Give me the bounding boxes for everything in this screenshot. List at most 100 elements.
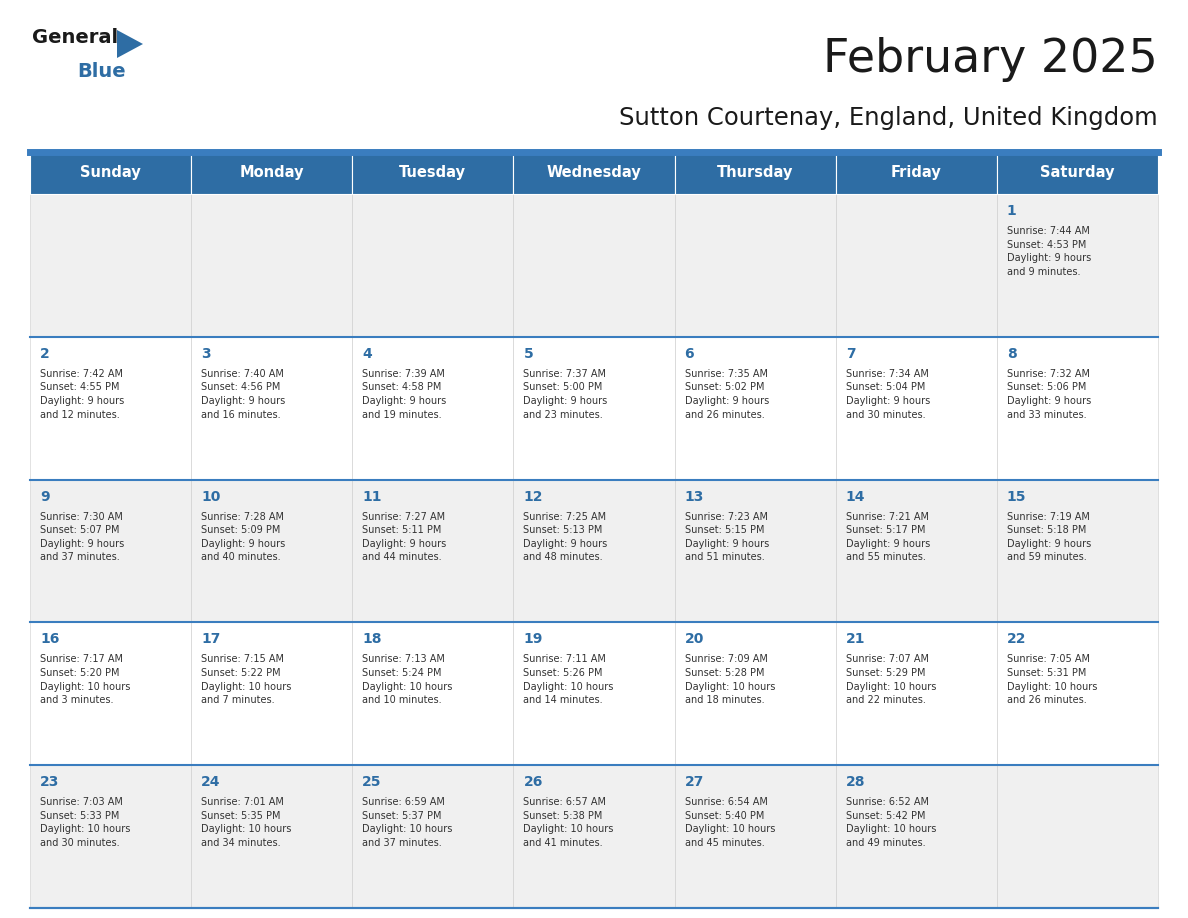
Bar [353,479,513,622]
Text: Sunrise: 7:19 AM
Sunset: 5:18 PM
Daylight: 9 hours
and 59 minutes.: Sunrise: 7:19 AM Sunset: 5:18 PM Dayligh… [1007,511,1091,563]
Text: 18: 18 [362,633,381,646]
Text: 9: 9 [40,489,50,504]
Polygon shape [116,30,143,58]
Text: 8: 8 [1007,347,1017,361]
Bar [191,337,353,479]
Bar [30,337,191,479]
Bar [513,622,675,766]
Text: 14: 14 [846,489,865,504]
Text: Sunrise: 7:09 AM
Sunset: 5:28 PM
Daylight: 10 hours
and 18 minutes.: Sunrise: 7:09 AM Sunset: 5:28 PM Dayligh… [684,655,775,705]
Bar [30,766,191,908]
Text: 4: 4 [362,347,372,361]
Text: 22: 22 [1007,633,1026,646]
Text: Friday: Friday [891,165,942,181]
Text: Saturday: Saturday [1041,165,1114,181]
Bar [30,622,191,766]
Text: Monday: Monday [240,165,304,181]
Text: 17: 17 [201,633,221,646]
Text: 15: 15 [1007,489,1026,504]
Bar [675,152,835,194]
Bar [675,766,835,908]
Text: 28: 28 [846,775,865,789]
Bar [513,479,675,622]
Bar [353,194,513,337]
Text: Sunrise: 7:23 AM
Sunset: 5:15 PM
Daylight: 9 hours
and 51 minutes.: Sunrise: 7:23 AM Sunset: 5:15 PM Dayligh… [684,511,769,563]
Text: 27: 27 [684,775,704,789]
Bar [191,766,353,908]
Text: 7: 7 [846,347,855,361]
Text: Sunrise: 7:07 AM
Sunset: 5:29 PM
Daylight: 10 hours
and 22 minutes.: Sunrise: 7:07 AM Sunset: 5:29 PM Dayligh… [846,655,936,705]
Text: Sunrise: 6:54 AM
Sunset: 5:40 PM
Daylight: 10 hours
and 45 minutes.: Sunrise: 6:54 AM Sunset: 5:40 PM Dayligh… [684,797,775,848]
Bar [353,622,513,766]
Text: Sunrise: 7:40 AM
Sunset: 4:56 PM
Daylight: 9 hours
and 16 minutes.: Sunrise: 7:40 AM Sunset: 4:56 PM Dayligh… [201,369,285,420]
Bar [675,622,835,766]
Text: Sunrise: 7:27 AM
Sunset: 5:11 PM
Daylight: 9 hours
and 44 minutes.: Sunrise: 7:27 AM Sunset: 5:11 PM Dayligh… [362,511,447,563]
Bar [353,766,513,908]
Text: Sunrise: 7:17 AM
Sunset: 5:20 PM
Daylight: 10 hours
and 3 minutes.: Sunrise: 7:17 AM Sunset: 5:20 PM Dayligh… [40,655,131,705]
Text: Sunrise: 6:57 AM
Sunset: 5:38 PM
Daylight: 10 hours
and 41 minutes.: Sunrise: 6:57 AM Sunset: 5:38 PM Dayligh… [524,797,614,848]
Bar [835,766,997,908]
Text: Sunrise: 7:15 AM
Sunset: 5:22 PM
Daylight: 10 hours
and 7 minutes.: Sunrise: 7:15 AM Sunset: 5:22 PM Dayligh… [201,655,291,705]
Bar [30,194,191,337]
Text: 16: 16 [40,633,59,646]
Bar [997,622,1158,766]
Bar [997,766,1158,908]
Bar [997,337,1158,479]
Bar [997,479,1158,622]
Text: 11: 11 [362,489,381,504]
Text: Sunday: Sunday [81,165,141,181]
Text: 10: 10 [201,489,221,504]
Bar [191,622,353,766]
Text: Thursday: Thursday [716,165,794,181]
Text: 20: 20 [684,633,704,646]
Text: Sunrise: 7:25 AM
Sunset: 5:13 PM
Daylight: 9 hours
and 48 minutes.: Sunrise: 7:25 AM Sunset: 5:13 PM Dayligh… [524,511,608,563]
Text: Sunrise: 6:52 AM
Sunset: 5:42 PM
Daylight: 10 hours
and 49 minutes.: Sunrise: 6:52 AM Sunset: 5:42 PM Dayligh… [846,797,936,848]
Text: 6: 6 [684,347,694,361]
Bar [30,152,191,194]
Text: Sunrise: 7:32 AM
Sunset: 5:06 PM
Daylight: 9 hours
and 33 minutes.: Sunrise: 7:32 AM Sunset: 5:06 PM Dayligh… [1007,369,1091,420]
Bar [353,337,513,479]
Text: Sunrise: 7:05 AM
Sunset: 5:31 PM
Daylight: 10 hours
and 26 minutes.: Sunrise: 7:05 AM Sunset: 5:31 PM Dayligh… [1007,655,1098,705]
Text: Sunrise: 7:30 AM
Sunset: 5:07 PM
Daylight: 9 hours
and 37 minutes.: Sunrise: 7:30 AM Sunset: 5:07 PM Dayligh… [40,511,125,563]
Bar [513,152,675,194]
Text: Sutton Courtenay, England, United Kingdom: Sutton Courtenay, England, United Kingdo… [619,106,1158,130]
Bar [513,194,675,337]
Text: Sunrise: 7:11 AM
Sunset: 5:26 PM
Daylight: 10 hours
and 14 minutes.: Sunrise: 7:11 AM Sunset: 5:26 PM Dayligh… [524,655,614,705]
Bar [191,194,353,337]
Text: 26: 26 [524,775,543,789]
Text: 25: 25 [362,775,381,789]
Text: Wednesday: Wednesday [546,165,642,181]
Text: General: General [32,28,118,47]
Bar [997,194,1158,337]
Text: Sunrise: 7:37 AM
Sunset: 5:00 PM
Daylight: 9 hours
and 23 minutes.: Sunrise: 7:37 AM Sunset: 5:00 PM Dayligh… [524,369,608,420]
Bar [353,152,513,194]
Text: Sunrise: 7:44 AM
Sunset: 4:53 PM
Daylight: 9 hours
and 9 minutes.: Sunrise: 7:44 AM Sunset: 4:53 PM Dayligh… [1007,226,1091,277]
Text: Sunrise: 7:28 AM
Sunset: 5:09 PM
Daylight: 9 hours
and 40 minutes.: Sunrise: 7:28 AM Sunset: 5:09 PM Dayligh… [201,511,285,563]
Text: 5: 5 [524,347,533,361]
Text: 13: 13 [684,489,704,504]
Bar [835,622,997,766]
Text: Sunrise: 7:21 AM
Sunset: 5:17 PM
Daylight: 9 hours
and 55 minutes.: Sunrise: 7:21 AM Sunset: 5:17 PM Dayligh… [846,511,930,563]
Bar [513,766,675,908]
Text: Sunrise: 7:01 AM
Sunset: 5:35 PM
Daylight: 10 hours
and 34 minutes.: Sunrise: 7:01 AM Sunset: 5:35 PM Dayligh… [201,797,291,848]
Text: February 2025: February 2025 [823,38,1158,83]
Bar [675,337,835,479]
Text: Tuesday: Tuesday [399,165,467,181]
Bar [191,479,353,622]
Bar [513,337,675,479]
Text: 3: 3 [201,347,210,361]
Text: Sunrise: 7:42 AM
Sunset: 4:55 PM
Daylight: 9 hours
and 12 minutes.: Sunrise: 7:42 AM Sunset: 4:55 PM Dayligh… [40,369,125,420]
Text: 21: 21 [846,633,865,646]
Text: Sunrise: 7:39 AM
Sunset: 4:58 PM
Daylight: 9 hours
and 19 minutes.: Sunrise: 7:39 AM Sunset: 4:58 PM Dayligh… [362,369,447,420]
Bar [997,152,1158,194]
Bar [675,194,835,337]
Text: Blue: Blue [77,62,126,81]
Text: Sunrise: 7:35 AM
Sunset: 5:02 PM
Daylight: 9 hours
and 26 minutes.: Sunrise: 7:35 AM Sunset: 5:02 PM Dayligh… [684,369,769,420]
Bar [675,479,835,622]
Bar [30,479,191,622]
Text: 1: 1 [1007,204,1017,218]
Text: 12: 12 [524,489,543,504]
Bar [835,152,997,194]
Bar [191,152,353,194]
Text: Sunrise: 6:59 AM
Sunset: 5:37 PM
Daylight: 10 hours
and 37 minutes.: Sunrise: 6:59 AM Sunset: 5:37 PM Dayligh… [362,797,453,848]
